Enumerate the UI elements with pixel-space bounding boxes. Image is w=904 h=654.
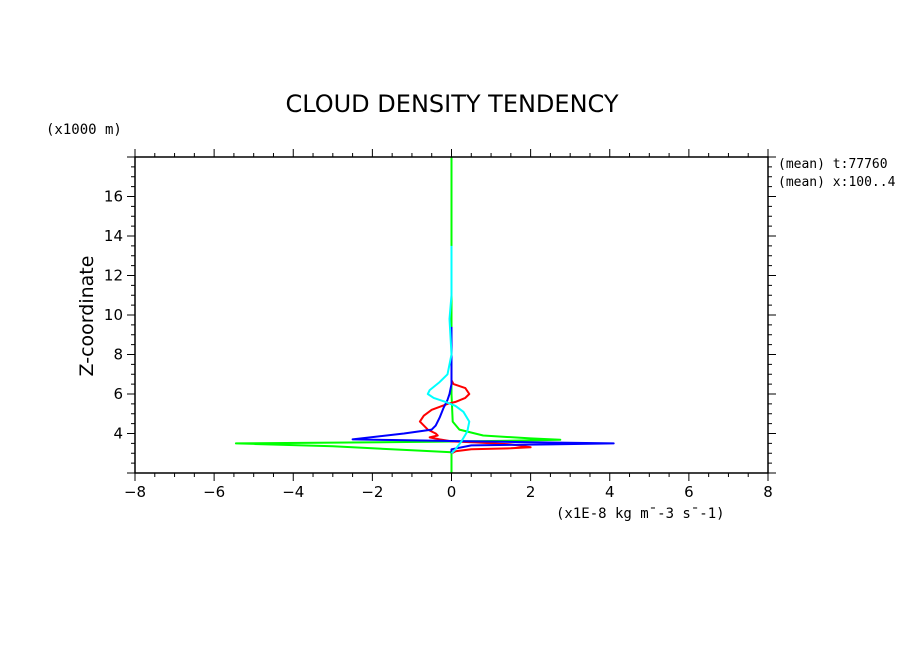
x-axis-label: (x1E-8 kg m¯-3 s¯-1) xyxy=(556,506,725,522)
y-tick-label: 16 xyxy=(104,188,123,206)
y-axis-unit: (x1000 m) xyxy=(46,122,122,138)
x-tick-label: 4 xyxy=(605,483,615,501)
series-line-1 xyxy=(418,330,532,455)
y-tick-label: 10 xyxy=(104,306,123,324)
x-tick-label: −4 xyxy=(282,483,304,501)
y-tick-label: 8 xyxy=(113,346,123,364)
y-tick-label: 6 xyxy=(113,385,123,403)
y-tick-label: 4 xyxy=(113,425,123,443)
chart-title: CLOUD DENSITY TENDENCY xyxy=(285,90,618,118)
x-tick-label: 6 xyxy=(684,483,694,501)
series-layer xyxy=(234,157,615,473)
tick-labels: −8 −6 −4 −2 0 2 4 6 8 4 6 8 10 12 14 16 xyxy=(104,188,773,502)
x-tick-label: 0 xyxy=(447,483,457,501)
y-tick-label: 12 xyxy=(104,267,123,285)
x-tick-label: −2 xyxy=(361,483,383,501)
y-axis-label: Z-coordinate xyxy=(76,256,98,377)
series-line-2 xyxy=(351,326,615,454)
series-line-3 xyxy=(426,245,471,455)
series-line-0 xyxy=(234,157,562,473)
y-tick-label: 14 xyxy=(104,227,123,245)
x-tick-label: 8 xyxy=(763,483,773,501)
x-tick-label: −6 xyxy=(203,483,225,501)
x-tick-label: 2 xyxy=(526,483,536,501)
x-tick-label: −8 xyxy=(124,483,146,501)
axes xyxy=(127,149,776,481)
annotation-time: (mean) t:77760 xyxy=(778,157,888,172)
annotation-x-range: (mean) x:100..4 xyxy=(778,175,896,190)
